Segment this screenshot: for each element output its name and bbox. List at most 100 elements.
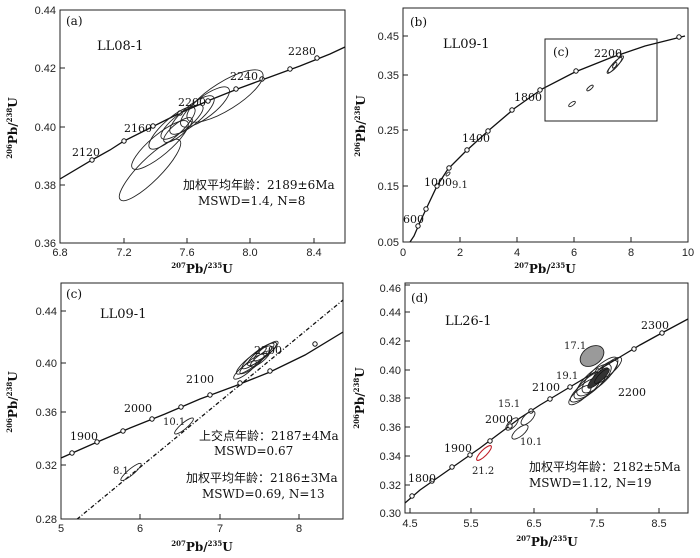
panel-a-concordia-labels: 2120 2160 2200 2240 2280: [72, 45, 316, 159]
panel-d-y-axis-label: 206Pb/238U: [352, 367, 367, 429]
panel-c-age-label: 2200: [254, 344, 282, 357]
panel-d-ytick: 0.36: [380, 422, 401, 434]
panel-c-annotation-4: MSWD=0.69, N=13: [202, 487, 325, 501]
panel-c-ytick: 0.40: [36, 358, 57, 370]
panel-b-age-label: 1800: [514, 91, 542, 104]
panel-a-error-ellipses: [118, 69, 264, 202]
panel-d-xtick: 8.5: [651, 518, 666, 530]
panel-a-concordia-curve: [60, 46, 345, 180]
panel-c-spot-label: 8.1: [113, 466, 129, 477]
panel-c-x-axis-label: 207Pb/235U: [171, 539, 233, 554]
panel-d-xtick: 4.5: [402, 518, 417, 530]
panel-a-sample-title: LL08-1: [97, 39, 143, 54]
panel-d-ytick: 0.38: [380, 393, 401, 405]
panel-c-y-tick-labels: 0.28 0.32 0.36 0.40 0.44: [36, 306, 57, 526]
panel-b-concordia-nodes: [415, 34, 682, 229]
panel-c-xtick: 7: [217, 523, 223, 535]
panel-b-x-axis-label: 207Pb/235U: [514, 261, 576, 276]
panel-a-xtick: 8.0: [242, 247, 257, 259]
panel-c-annotation-1: 上交点年龄：2187±4Ma: [199, 428, 339, 443]
panel-d-ytick: 0.30: [380, 508, 401, 520]
panel-d-ytick: 0.44: [380, 307, 401, 319]
panel-d-spot-label: 21.2: [472, 466, 494, 477]
panel-c-age-label: 2100: [186, 373, 214, 386]
panel-c-ytick: 0.32: [36, 460, 57, 472]
panel-c-age-label: 1900: [70, 430, 98, 443]
panel-d-age-label: 2300: [641, 319, 669, 332]
panel-c-ytick: 0.28: [36, 514, 57, 526]
panel-c-age-label: 2000: [124, 402, 152, 415]
panel-c-concordia-labels: 1900 2000 2100 2200: [70, 344, 282, 443]
panel-d-ytick: 0.32: [380, 480, 401, 492]
panel-d-error-ellipses: [505, 356, 623, 440]
panel-c-sample-title: LL09-1: [100, 307, 146, 322]
panel-c-spot-label: 10.1: [163, 417, 185, 428]
panel-d-grey-ellipse: [579, 345, 605, 367]
panel-b-age-label: 2200: [594, 47, 622, 60]
panel-a-concordia-nodes: [89, 55, 320, 163]
panel-b-inset-letter: (c): [553, 45, 569, 59]
panel-d-age-label: 1800: [408, 472, 436, 485]
panel-b-ytick: 0.25: [378, 125, 399, 137]
panel-d-ytick: 0.34: [380, 451, 401, 463]
panel-d-red-ellipse: [476, 445, 492, 461]
panel-b-xtick: 0: [400, 247, 406, 259]
panel-b-ytick: 0.15: [378, 181, 399, 193]
panel-b-xtick: 2: [457, 247, 463, 259]
panel-b-y-tick-labels: 0.05 0.15 0.25 0.35 0.45: [378, 31, 399, 249]
panel-a-ytick: 0.40: [35, 122, 56, 134]
panel-a-age-label: 2160: [124, 122, 152, 135]
panel-d-age-label: 2100: [532, 381, 560, 394]
panel-c-frame: [60, 282, 344, 520]
panel-c-annotation-3: 加权平均年龄：2186±3Ma: [186, 471, 338, 485]
panel-c-annotation-2: MSWD=0.67: [214, 444, 293, 458]
panel-b-x-ticks: [402, 237, 689, 242]
panel-d-concordia-labels: 1800 1900 2000 2100 2200 2300: [408, 319, 669, 485]
panel-c-concordia-curve: [61, 331, 343, 459]
panel-d-dense-ellipses: [587, 367, 610, 389]
panel-c-x-tick-labels: 5 6 7 8: [58, 523, 302, 535]
panel-b-xtick: 6: [571, 247, 577, 259]
panel-d-age-label: 2000: [485, 413, 513, 426]
panel-a-x-axis-label: 207Pb/235U: [171, 261, 233, 276]
panel-a-y-axis-label: 206Pb/238U: [5, 97, 20, 159]
panel-b-age-label: 1400: [462, 132, 490, 145]
panel-d-ytick: 0.40: [380, 365, 401, 377]
panel-c-xtick: 8: [296, 523, 302, 535]
panel-a-annotation-1: 加权平均年龄：2189±6Ma: [183, 178, 335, 192]
panel-a-xtick: 7.6: [179, 247, 194, 259]
panel-d-age-label: 2200: [618, 386, 646, 399]
panel-b-xtick: 4: [514, 247, 520, 259]
panel-a-ytick: 0.38: [35, 180, 56, 192]
panel-c-y-axis-label: 206Pb/238U: [5, 371, 20, 433]
panel-a-age-label: 2240: [230, 70, 258, 83]
panel-c-ytick: 0.36: [36, 407, 57, 419]
panel-c: (c) LL09-1 1900 2000 2100 2200 10.1 8.1 …: [5, 282, 344, 554]
panel-a-age-label: 2200: [178, 96, 206, 109]
panel-a-ytick: 0.42: [35, 63, 56, 75]
panel-d-sample-title: LL26-1: [445, 314, 491, 329]
panel-b-x-tick-labels: 0 2 4 6 8 10: [400, 247, 694, 259]
panel-c-y-ticks: [61, 310, 66, 520]
panel-d-y-tick-labels: 0.30 0.32 0.34 0.36 0.38 0.40 0.42 0.44 …: [380, 283, 401, 520]
panel-b-xtick: 10: [682, 247, 694, 259]
panel-d-annotation-1: 加权平均年龄：2182±5Ma: [529, 460, 681, 474]
panel-a: (a) LL08-1 2120 2160 2200 2240 2280 加权平均…: [5, 5, 346, 276]
panel-a-xtick: 7.2: [116, 247, 131, 259]
panel-b-age-label: 600: [403, 213, 424, 226]
panel-b-y-axis-label: 206Pb/238U: [353, 95, 368, 157]
panel-a-letter: (a): [66, 14, 83, 28]
panel-d-xtick: 6.5: [526, 518, 541, 530]
panel-a-y-ticks: [60, 9, 65, 244]
panel-c-letter: (c): [66, 287, 82, 301]
panel-d-xtick: 7.5: [589, 518, 604, 530]
panel-b-ytick: 0.45: [378, 31, 399, 43]
panel-a-annotation-2: MSWD=1.4, N=8: [198, 194, 305, 208]
panel-d-spot-label: 10.1: [520, 437, 542, 448]
panel-a-age-label: 2120: [72, 146, 100, 159]
panel-a-x-ticks: [59, 238, 315, 243]
panel-d-ytick: 0.42: [380, 336, 401, 348]
panel-b: (b) LL09-1 (c) 600 1000 1400 1800 2200 9…: [353, 7, 694, 276]
panel-c-x-ticks: [60, 514, 300, 519]
panel-d-xtick: 5.5: [463, 518, 478, 530]
